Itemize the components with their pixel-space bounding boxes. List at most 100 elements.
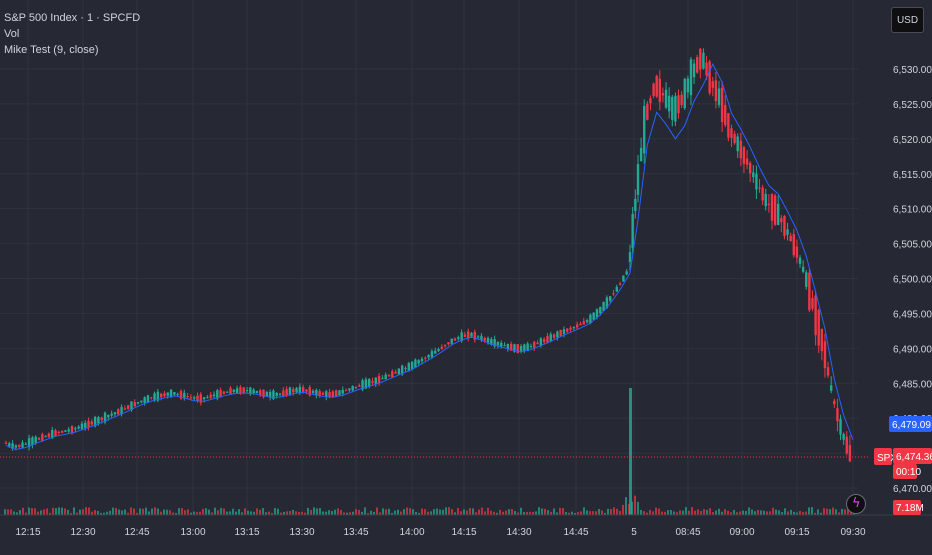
- candle-body[interactable]: [562, 329, 566, 334]
- candle-body[interactable]: [202, 397, 206, 400]
- candle-body[interactable]: [493, 339, 496, 347]
- candle-body[interactable]: [677, 95, 680, 114]
- candle-body[interactable]: [24, 443, 28, 445]
- candle-body[interactable]: [777, 203, 780, 226]
- candle-body[interactable]: [589, 314, 592, 324]
- candle-body[interactable]: [381, 378, 384, 380]
- candle-body[interactable]: [542, 339, 546, 343]
- candle-body[interactable]: [97, 417, 100, 424]
- candle-body[interactable]: [761, 187, 764, 201]
- candle-body[interactable]: [226, 391, 229, 393]
- candle-body[interactable]: [374, 377, 377, 385]
- candle-body[interactable]: [288, 387, 292, 396]
- candle-body[interactable]: [123, 408, 127, 410]
- candle-body[interactable]: [133, 402, 136, 407]
- candle-body[interactable]: [631, 213, 634, 249]
- candle-body[interactable]: [602, 301, 605, 312]
- candle-body[interactable]: [44, 436, 47, 438]
- candle-body[interactable]: [646, 103, 649, 120]
- candle-body[interactable]: [67, 429, 70, 432]
- candle-body[interactable]: [742, 147, 746, 164]
- candle-body[interactable]: [348, 388, 351, 391]
- candle-body[interactable]: [764, 193, 767, 207]
- candle-body[interactable]: [245, 390, 249, 392]
- candle-body[interactable]: [334, 390, 338, 397]
- candle-body[interactable]: [628, 252, 632, 263]
- candle-body[interactable]: [711, 81, 714, 88]
- candle-body[interactable]: [103, 412, 107, 423]
- candle-body[interactable]: [126, 405, 130, 410]
- candle-body[interactable]: [70, 426, 74, 434]
- candle-body[interactable]: [292, 389, 295, 393]
- candle-body[interactable]: [90, 421, 94, 425]
- candle-body[interactable]: [64, 430, 67, 432]
- candle-body[interactable]: [136, 402, 140, 404]
- candle-body[interactable]: [344, 390, 348, 392]
- candle-body[interactable]: [608, 296, 612, 301]
- candle-body[interactable]: [74, 428, 77, 430]
- candle-body[interactable]: [727, 113, 730, 138]
- candle-body[interactable]: [460, 332, 463, 342]
- candle-body[interactable]: [159, 393, 163, 398]
- candle-body[interactable]: [235, 388, 239, 393]
- candle-body[interactable]: [268, 391, 272, 398]
- candle-body[interactable]: [848, 445, 852, 462]
- candle-body[interactable]: [110, 413, 113, 416]
- candle-body[interactable]: [120, 406, 123, 415]
- candle-body[interactable]: [595, 309, 599, 318]
- candle-body[interactable]: [100, 417, 103, 421]
- lightning-icon[interactable]: [846, 494, 866, 514]
- currency-button[interactable]: USD: [891, 7, 924, 33]
- candle-body[interactable]: [440, 346, 444, 350]
- candle-body[interactable]: [278, 393, 282, 395]
- candle-body[interactable]: [509, 343, 513, 351]
- candle-body[interactable]: [447, 342, 450, 345]
- candle-body[interactable]: [612, 293, 615, 295]
- candle-body[interactable]: [836, 408, 839, 422]
- candle-body[interactable]: [767, 203, 771, 206]
- candle-body[interactable]: [649, 98, 652, 104]
- candle-body[interactable]: [377, 376, 381, 384]
- candle-body[interactable]: [57, 431, 61, 433]
- candle-body[interactable]: [143, 397, 146, 403]
- candle-body[interactable]: [199, 394, 202, 403]
- candle-body[interactable]: [674, 95, 677, 122]
- candle-body[interactable]: [77, 426, 80, 429]
- candle-body[interactable]: [792, 234, 795, 256]
- candle-body[interactable]: [434, 350, 437, 354]
- candle-body[interactable]: [420, 358, 424, 362]
- candle-body[interactable]: [117, 409, 120, 415]
- candle-body[interactable]: [212, 394, 216, 397]
- candle-body[interactable]: [47, 433, 51, 437]
- candle-body[interactable]: [60, 430, 64, 433]
- candle-body[interactable]: [453, 338, 457, 341]
- candle-body[interactable]: [758, 187, 761, 189]
- candle-body[interactable]: [173, 392, 176, 395]
- candle-body[interactable]: [473, 331, 477, 340]
- candle-body[interactable]: [4, 442, 8, 444]
- candle-body[interactable]: [219, 389, 222, 398]
- candle-body[interactable]: [770, 193, 774, 221]
- candle-body[interactable]: [450, 338, 453, 344]
- candle-body[interactable]: [192, 397, 196, 399]
- candle-body[interactable]: [671, 97, 674, 120]
- candle-body[interactable]: [539, 338, 543, 346]
- candle-body[interactable]: [457, 337, 460, 339]
- candle-body[interactable]: [265, 392, 269, 397]
- candle-body[interactable]: [301, 387, 305, 393]
- candle-body[interactable]: [156, 391, 160, 401]
- candle-body[interactable]: [186, 396, 189, 398]
- candle-body[interactable]: [745, 158, 749, 165]
- candle-body[interactable]: [730, 128, 733, 139]
- candle-body[interactable]: [252, 389, 255, 394]
- candle-body[interactable]: [699, 48, 702, 70]
- candle-body[interactable]: [839, 419, 842, 435]
- candle-body[interactable]: [470, 333, 473, 337]
- candle-body[interactable]: [615, 286, 618, 292]
- candle-body[interactable]: [107, 414, 110, 418]
- candle-body[interactable]: [714, 80, 718, 102]
- candle-body[interactable]: [708, 61, 711, 94]
- candle-body[interactable]: [84, 422, 87, 428]
- candle-body[interactable]: [559, 329, 562, 337]
